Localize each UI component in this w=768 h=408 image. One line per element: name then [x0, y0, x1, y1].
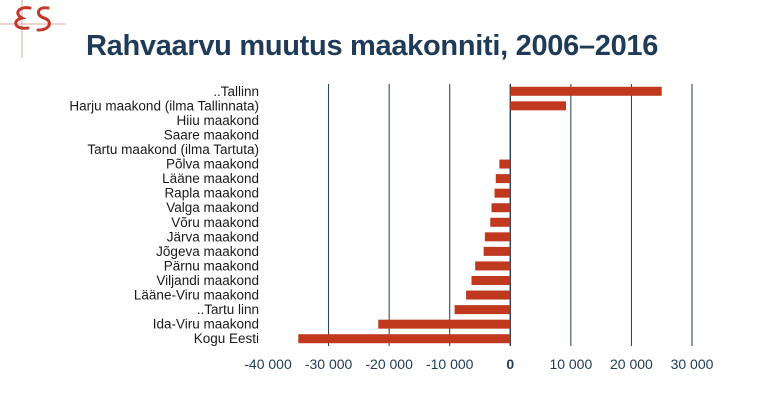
category-label: Jõgeva maakond — [156, 244, 259, 259]
category-label: Võru maakond — [171, 215, 259, 230]
bar — [454, 305, 511, 315]
logo-icon — [0, 0, 66, 58]
x-tick-label: -30 000 — [305, 356, 353, 372]
bar — [499, 159, 511, 169]
x-axis-tick-labels: -40 000 -30 000 -20 000 -10 000 0 10 000 20 00… — [244, 356, 713, 372]
bar — [483, 246, 511, 256]
category-label: Kogu Eesti — [194, 331, 259, 346]
category-label: Harju maakond (ilma Tallinnata) — [69, 98, 259, 113]
bars — [298, 86, 662, 344]
bar — [495, 174, 511, 184]
category-label: Lääne maakond — [162, 171, 259, 186]
category-label: Pärnu maakond — [164, 258, 259, 273]
bar — [494, 188, 511, 198]
bar — [484, 232, 511, 242]
x-tick-label: -20 000 — [365, 356, 413, 372]
grid-lines — [328, 84, 693, 346]
category-label: Tartu maakond (ilma Tartuta) — [87, 142, 259, 157]
bar — [378, 319, 511, 329]
category-label: Ida-Viru maakond — [153, 317, 259, 332]
bar — [510, 101, 567, 111]
page-title: Rahvaarvu muutus maakonniti, 2006–2016 — [86, 30, 659, 62]
x-tick-label: 0 — [506, 356, 514, 372]
x-tick-label: 20 000 — [610, 356, 653, 372]
bar — [471, 276, 511, 285]
bar — [475, 261, 511, 271]
category-label: Valga maakond — [166, 200, 259, 215]
category-label: Rapla maakond — [164, 186, 259, 201]
bar — [298, 334, 511, 344]
category-label: ..Tartu linn — [197, 302, 259, 317]
bar — [490, 217, 511, 227]
category-label: Järva maakond — [167, 229, 259, 244]
bar — [510, 86, 662, 96]
bar — [466, 290, 511, 300]
x-tick-label: 30 000 — [671, 356, 714, 372]
category-label: Viljandi maakond — [156, 273, 259, 288]
category-label: ..Tallinn — [213, 84, 259, 99]
x-tick-label: 10 000 — [549, 356, 592, 372]
bar — [491, 203, 511, 213]
category-label: Saare maakond — [164, 127, 259, 142]
category-label: Lääne-Viru maakond — [134, 288, 259, 303]
x-tick-label: -10 000 — [426, 356, 474, 372]
category-label: Põlva maakond — [166, 157, 259, 172]
x-tick-label: -40 000 — [244, 356, 292, 372]
category-label: Hiiu maakond — [176, 113, 259, 128]
